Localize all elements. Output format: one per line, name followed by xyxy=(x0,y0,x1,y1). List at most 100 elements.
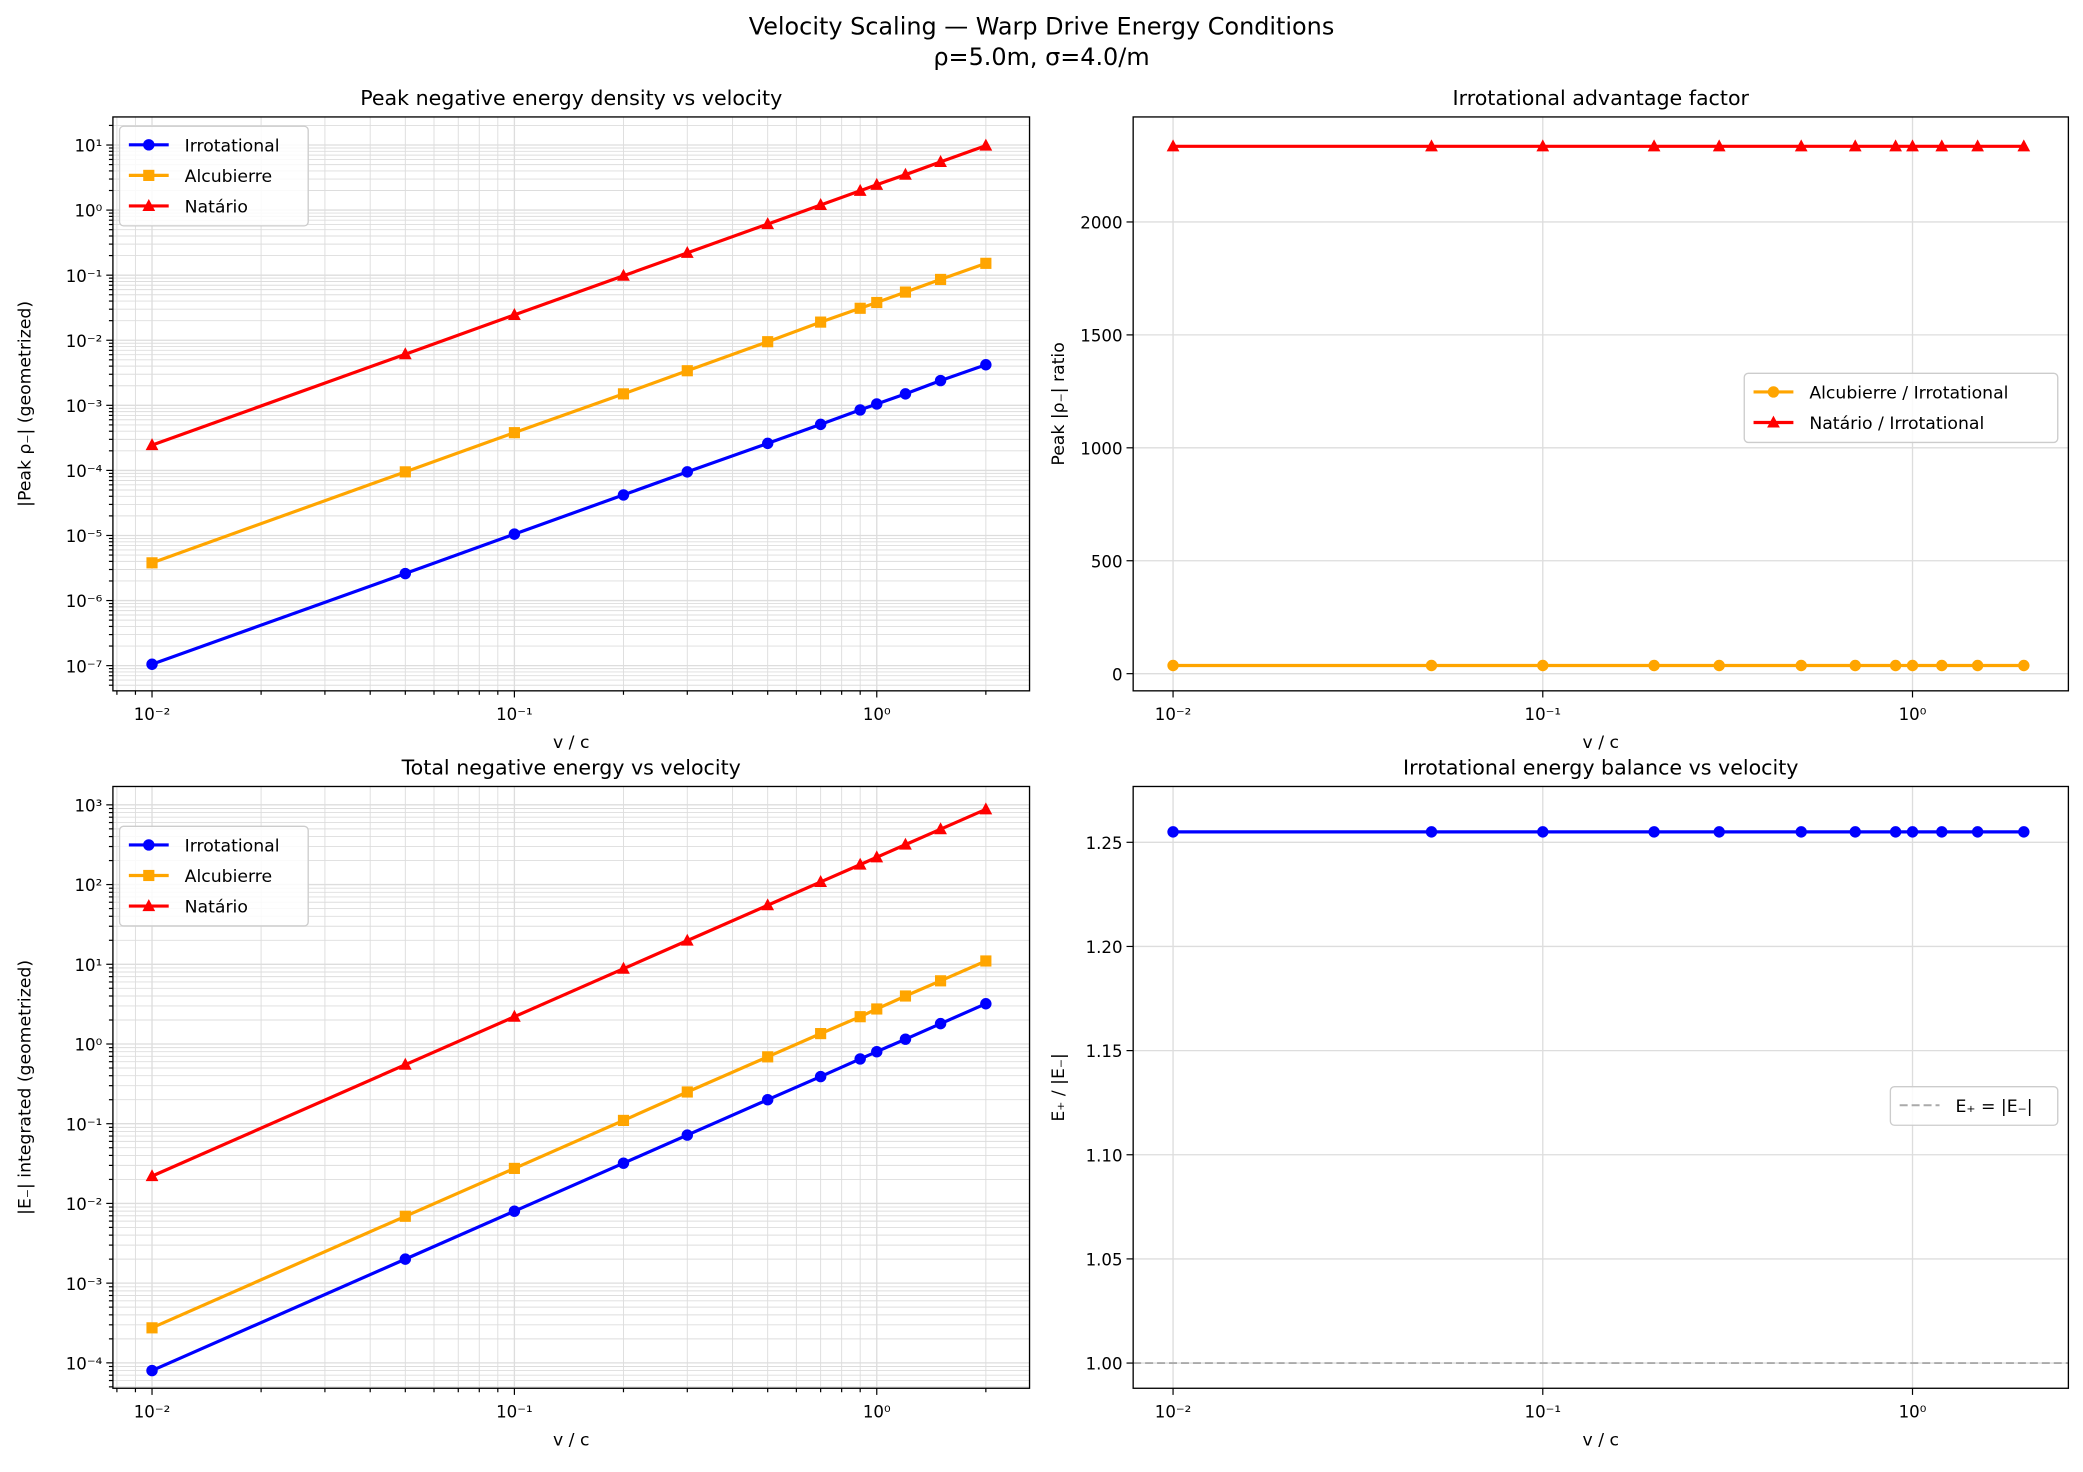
legend-entry: Irrotational xyxy=(128,837,280,857)
data-point xyxy=(508,528,521,540)
series-nat-rio xyxy=(145,802,993,1182)
data-point xyxy=(1848,139,1862,152)
grid xyxy=(1133,786,2069,1389)
data-point xyxy=(934,975,947,987)
legend-frame xyxy=(118,825,309,927)
series-irrotational xyxy=(146,998,992,1377)
data-point xyxy=(814,1070,827,1083)
subplot-title: Total negative energy vs velocity xyxy=(401,756,741,780)
y-tick-label: 2000 xyxy=(1080,214,1122,233)
data-point xyxy=(979,138,993,151)
series-line xyxy=(151,261,987,565)
data-point xyxy=(508,427,520,439)
grid xyxy=(112,116,1030,691)
legend-marker xyxy=(142,199,156,211)
data-point xyxy=(1166,139,1180,152)
data-point xyxy=(2018,659,2030,672)
data-point xyxy=(979,802,993,815)
y-tick-label: 500 xyxy=(1091,552,1123,571)
data-point xyxy=(508,1009,521,1022)
data-point xyxy=(762,336,774,348)
legend-entry: E₊ = |E₋| xyxy=(1899,1097,2033,1117)
legend-label: Natário xyxy=(185,898,248,918)
axes-frame xyxy=(112,785,1031,1389)
data-point xyxy=(1936,826,1948,838)
series-line xyxy=(151,363,987,666)
y-tick-label: 10⁻¹ xyxy=(66,267,103,286)
legend-entry: Natário xyxy=(128,898,248,918)
axes-frame xyxy=(112,116,1031,692)
data-point xyxy=(681,1129,694,1141)
x-tick-label: 10⁻² xyxy=(1155,1402,1192,1421)
y-axis-label: E₊ / |E₋| xyxy=(1049,1053,1069,1121)
y-tick-label: 1500 xyxy=(1080,327,1122,346)
subplot-1: 10⁻² 10⁻¹ 10⁰ 10⁻⁷ 10⁻⁶ 10⁻⁵ 10⁻⁴ 10⁻³ 10⁻² 10⁻¹ 1… xyxy=(16,86,1031,753)
legend-entry: Alcubierre xyxy=(128,867,272,887)
subplot-title: Irrotational energy balance vs velocity xyxy=(1403,756,1798,780)
data-point xyxy=(1537,659,1549,672)
series-irrotational xyxy=(146,359,992,670)
y-tick-label: 10⁻³ xyxy=(66,397,103,416)
data-point xyxy=(871,1046,883,1058)
series-alcubierre xyxy=(146,257,992,569)
data-point xyxy=(1849,826,1861,838)
legend-entry: Alcubierre / Irrotational xyxy=(1753,384,2008,404)
data-point xyxy=(815,1028,827,1040)
x-axis-label: v / c xyxy=(1583,733,1619,753)
data-point xyxy=(814,198,828,210)
y-tick-label: 1.25 xyxy=(1086,834,1123,853)
data-point xyxy=(934,822,947,835)
data-point xyxy=(1167,826,1179,838)
data-point xyxy=(1647,139,1661,152)
data-point xyxy=(681,1086,693,1098)
legend: Alcubierre / Irrotational Natário / Irrot… xyxy=(1743,372,2059,444)
legend: Irrotational Alcubierre Natário xyxy=(118,825,309,927)
data-point xyxy=(1889,139,1902,152)
data-point xyxy=(814,418,827,431)
x-tick-label: 10⁻¹ xyxy=(496,705,533,724)
data-point xyxy=(1537,826,1549,838)
data-point xyxy=(617,268,630,281)
data-point xyxy=(1795,826,1807,838)
data-point xyxy=(1849,659,1861,672)
data-point xyxy=(508,1162,520,1174)
data-point xyxy=(899,388,912,400)
x-tick-label: 10⁻² xyxy=(1155,705,1192,724)
data-point xyxy=(1648,659,1660,672)
data-point xyxy=(980,359,992,371)
legend-frame xyxy=(1889,1086,2059,1126)
data-point xyxy=(934,374,947,387)
data-point xyxy=(508,308,521,320)
data-point xyxy=(399,567,412,580)
y-tick-label: 1.10 xyxy=(1086,1146,1123,1165)
data-point xyxy=(1906,659,1919,672)
data-point xyxy=(681,365,693,377)
data-point xyxy=(1889,659,1902,672)
subplot-title: Irrotational advantage factor xyxy=(1453,86,1750,110)
data-point xyxy=(398,347,412,360)
data-point xyxy=(854,404,866,416)
y-tick-label: 10² xyxy=(75,876,103,895)
legend-marker xyxy=(143,139,155,151)
data-point xyxy=(899,837,912,850)
data-point xyxy=(1648,826,1660,838)
data-point xyxy=(980,257,992,269)
data-point xyxy=(1936,659,1948,672)
data-point xyxy=(762,1051,774,1063)
data-point xyxy=(1425,826,1438,838)
y-tick-label: 10⁻⁷ xyxy=(66,657,103,676)
y-tick-label: 0 xyxy=(1112,665,1123,684)
x-axis-label: v / c xyxy=(553,1430,589,1450)
data-point xyxy=(1906,139,1919,152)
data-point xyxy=(870,850,884,863)
data-point xyxy=(934,273,947,286)
x-axis-label: v / c xyxy=(553,733,589,753)
data-point xyxy=(1795,659,1807,672)
data-point xyxy=(761,217,775,230)
suptitle-line1: Velocity Scaling — Warp Drive Energy Con… xyxy=(749,13,1335,41)
x-tick-label: 10⁰ xyxy=(863,1402,891,1421)
data-point xyxy=(2017,139,2031,152)
data-point xyxy=(980,998,992,1010)
data-point xyxy=(1906,826,1919,838)
legend-entry: Natário / Irrotational xyxy=(1753,414,1984,434)
